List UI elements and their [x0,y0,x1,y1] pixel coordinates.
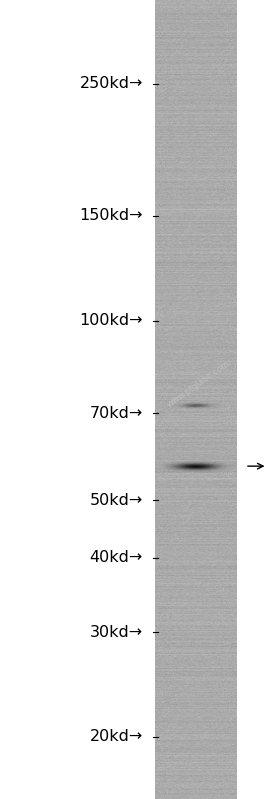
Text: 20kd→: 20kd→ [90,729,143,745]
Text: 30kd→: 30kd→ [90,625,143,640]
Text: 50kd→: 50kd→ [90,492,143,507]
Text: 70kd→: 70kd→ [90,406,143,420]
Text: www.ptglabc.com: www.ptglabc.com [166,359,232,408]
Text: 250kd→: 250kd→ [80,77,143,91]
Text: 100kd→: 100kd→ [79,313,143,328]
Text: 150kd→: 150kd→ [79,209,143,224]
Text: 40kd→: 40kd→ [90,551,143,565]
